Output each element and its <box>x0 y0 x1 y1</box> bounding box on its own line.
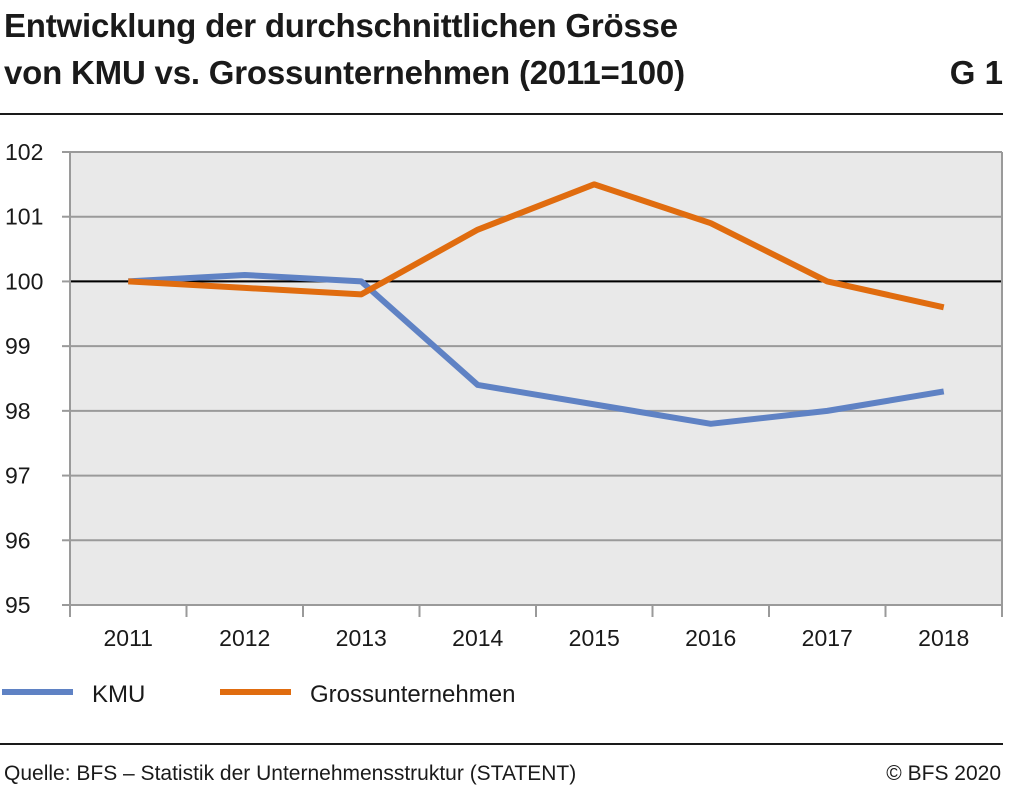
x-tick-label: 2014 <box>452 625 503 651</box>
y-tick-label: 100 <box>5 268 43 294</box>
y-tick-label: 101 <box>5 204 43 230</box>
series-line-grossunternehmen <box>128 181 945 311</box>
copyright-note: © BFS 2020 <box>886 762 1001 785</box>
legend-label-grossunternehmen: Grossunternehmen <box>310 681 515 708</box>
y-tick-label: 102 <box>5 139 43 165</box>
y-tick-label: 99 <box>5 333 31 359</box>
x-tick-label: 2012 <box>219 625 270 651</box>
y-tick-label: 97 <box>5 463 31 489</box>
plot-area <box>70 152 1002 605</box>
x-tick-label: 2015 <box>569 625 620 651</box>
header-divider <box>0 113 1003 115</box>
chart-title-line-1: Entwicklung der durchschnittlichen Gröss… <box>4 7 678 44</box>
x-tick-label: 2011 <box>104 625 153 651</box>
y-tick-label: 96 <box>5 527 31 553</box>
x-tick-label: 2017 <box>802 625 853 651</box>
x-tick-label: 2013 <box>336 625 387 651</box>
source-note: Quelle: BFS – Statistik der Unternehmens… <box>4 762 577 785</box>
chart-number: G 1 <box>949 54 1003 91</box>
legend-label-kmu: KMU <box>92 681 145 708</box>
x-tick-label: 2018 <box>918 625 969 651</box>
y-tick-label: 98 <box>5 398 31 424</box>
line-chart: 95 96 97 98 99 100 101 102 2011 2012 2013 2014 2015 2… <box>2 139 1003 708</box>
x-tick-label: 2016 <box>685 625 736 651</box>
footer-divider <box>0 743 1003 745</box>
series-line-kmu <box>128 271 945 427</box>
y-tick-label: 95 <box>5 592 31 618</box>
chart-title-line-2: von KMU vs. Grossunternehmen (2011=100) <box>4 54 685 91</box>
chart-title: Entwicklung der durchschnittlichen Gröss… <box>4 2 904 96</box>
